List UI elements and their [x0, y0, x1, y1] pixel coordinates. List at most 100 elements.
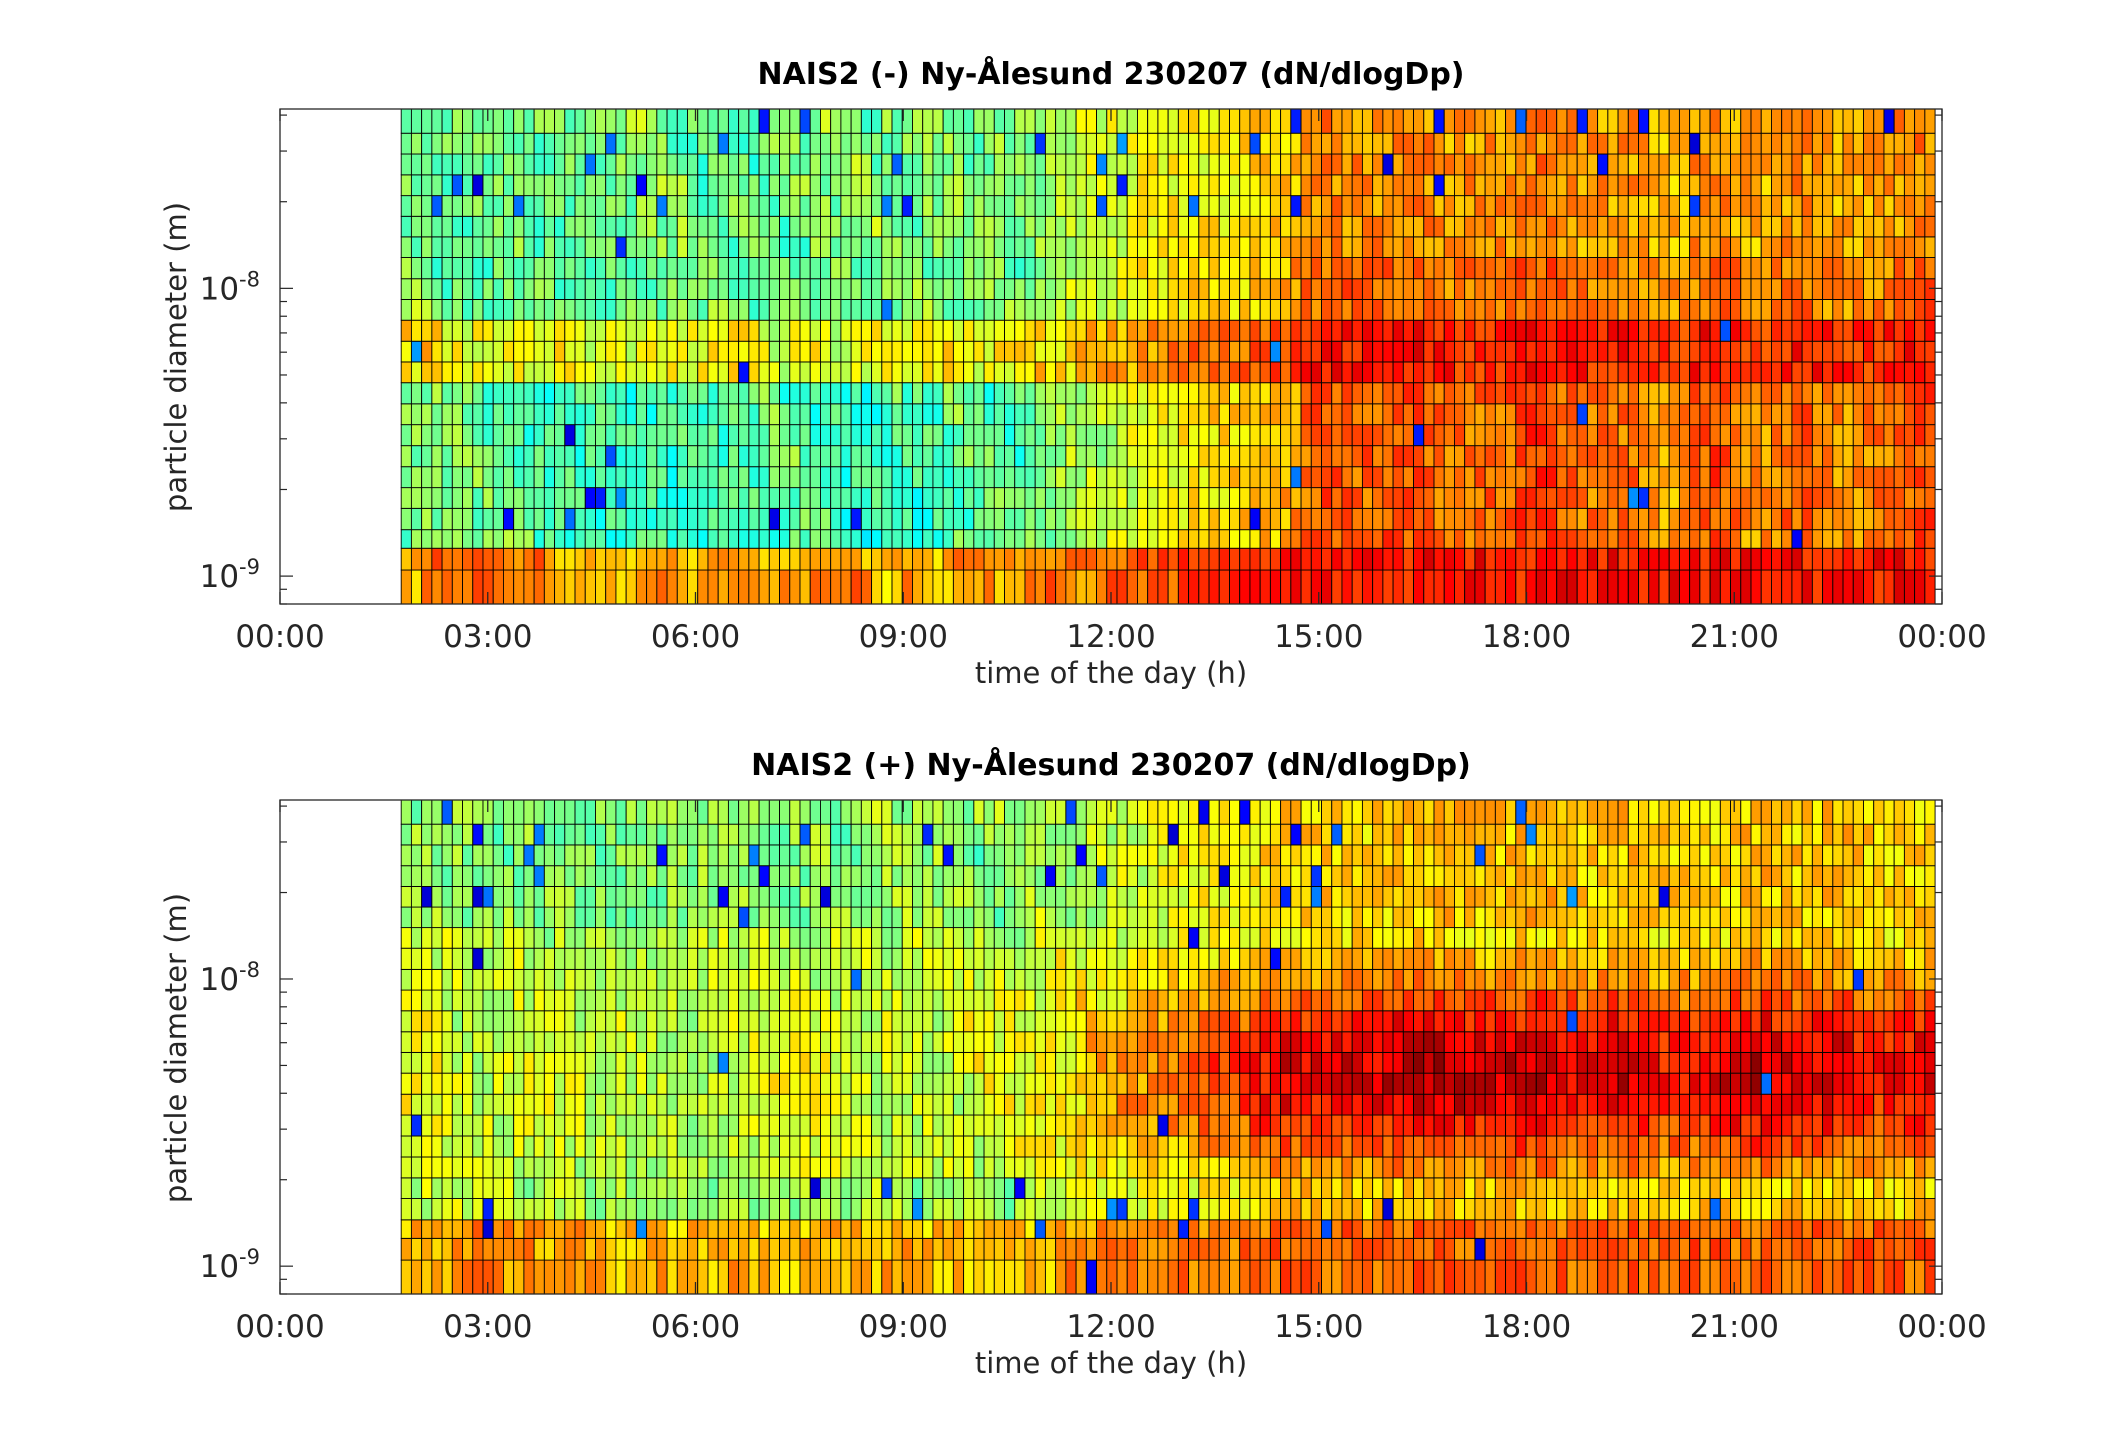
heatmap-cell: [1024, 823, 1036, 846]
heatmap-cell: [666, 466, 678, 489]
heatmap-cell: [410, 1177, 423, 1199]
heatmap-cell: [799, 445, 811, 468]
heatmap-cell: [963, 1156, 975, 1179]
heatmap-cell: [973, 799, 985, 825]
heatmap-cell: [462, 1135, 474, 1158]
heatmap-cell: [1852, 340, 1864, 363]
heatmap-cell: [1678, 236, 1691, 258]
heatmap-cell: [1607, 174, 1619, 197]
heatmap-cell: [666, 340, 678, 363]
heatmap-cell: [1730, 424, 1742, 447]
heatmap-cell: [687, 153, 699, 176]
heatmap-cell: [1454, 299, 1466, 321]
heatmap-cell: [605, 1051, 617, 1074]
heatmap-cell: [1730, 507, 1742, 531]
heatmap-cell: [1443, 361, 1455, 384]
heatmap-cell: [850, 927, 862, 949]
heatmap-cell: [738, 299, 750, 321]
heatmap-cell: [1085, 340, 1097, 363]
heatmap-cell: [1423, 507, 1435, 531]
heatmap-cell: [1269, 361, 1282, 384]
heatmap-cell: [1014, 865, 1026, 887]
heatmap-cell: [615, 823, 627, 846]
heatmap-cell: [942, 1072, 954, 1095]
heatmap-cell: [1290, 153, 1302, 176]
heatmap-cell: [738, 361, 750, 384]
heatmap-cell: [1280, 466, 1292, 489]
heatmap-cell: [1423, 132, 1435, 155]
heatmap-cell: [564, 466, 576, 489]
heatmap-cell: [605, 823, 617, 846]
heatmap-cell: [564, 844, 576, 867]
heatmap-cell: [533, 1010, 545, 1033]
heatmap-cell: [1136, 299, 1149, 321]
heatmap-cell: [400, 529, 412, 549]
heatmap-cell: [615, 1093, 627, 1116]
heatmap-cell: [993, 445, 1005, 468]
heatmap-cell: [881, 1010, 893, 1033]
heatmap-cell: [789, 299, 801, 321]
heatmap-cell: [1535, 132, 1547, 155]
heatmap-cell: [1044, 569, 1057, 605]
heatmap-cell: [492, 1219, 504, 1239]
heatmap-cell: [1024, 865, 1036, 887]
heatmap-cell: [932, 1072, 944, 1095]
heatmap-cell: [1300, 340, 1312, 363]
heatmap-cell: [1014, 507, 1026, 531]
heatmap-cell: [871, 823, 883, 846]
heatmap-cell: [1239, 445, 1251, 468]
heatmap-cell: [1699, 445, 1711, 468]
heatmap-cell: [1546, 445, 1558, 468]
heatmap-cell: [1781, 257, 1793, 280]
heatmap-cell: [492, 215, 504, 238]
heatmap-cell: [809, 1031, 821, 1053]
heatmap-cell: [799, 569, 811, 605]
heatmap-cell: [1617, 340, 1629, 363]
heatmap-cell: [1914, 132, 1926, 155]
heatmap-cell: [666, 947, 678, 970]
heatmap-cell: [400, 1093, 412, 1116]
heatmap-cell: [1024, 361, 1036, 384]
heatmap-cell: [666, 174, 678, 197]
heatmap-cell: [1760, 174, 1772, 197]
heatmap-cell: [799, 927, 811, 949]
heatmap-cell: [1454, 487, 1466, 509]
heatmap-cell: [1607, 236, 1619, 258]
heatmap-cell: [1750, 299, 1762, 321]
heatmap-cell: [1024, 1156, 1036, 1179]
heatmap-cell: [676, 844, 688, 867]
heatmap-cell: [932, 466, 944, 489]
heatmap-cell: [860, 1259, 873, 1295]
heatmap-cell: [891, 865, 903, 887]
x-axis-label: time of the day (h): [975, 656, 1247, 690]
heatmap-cell: [533, 403, 545, 426]
heatmap-cell: [779, 1072, 791, 1095]
heatmap-cell: [595, 1135, 607, 1158]
heatmap-cell: [1351, 215, 1363, 238]
heatmap-cell: [1402, 195, 1415, 217]
heatmap-cell: [1116, 382, 1128, 405]
heatmap-cell: [574, 174, 586, 197]
heatmap-cell: [1740, 445, 1752, 468]
heatmap-cell: [1750, 319, 1762, 342]
heatmap-cell: [503, 906, 515, 929]
heatmap-cell: [523, 844, 535, 867]
heatmap-cell: [1852, 466, 1864, 489]
heatmap-cell: [1903, 529, 1916, 549]
heatmap-cell: [1402, 215, 1415, 238]
heatmap-cell: [1668, 547, 1680, 571]
heatmap-cell: [1034, 1072, 1046, 1095]
heatmap-cell: [1678, 174, 1691, 197]
heatmap-cell: [492, 947, 504, 970]
heatmap-cell: [901, 153, 913, 176]
heatmap-cell: [656, 215, 668, 238]
heatmap-cell: [1535, 466, 1547, 489]
heatmap-cell: [431, 989, 443, 1012]
heatmap-cell: [625, 1135, 637, 1158]
heatmap-cell: [400, 424, 412, 447]
heatmap-cell: [1014, 927, 1026, 949]
heatmap-cell: [410, 507, 423, 531]
heatmap-cell: [779, 1237, 791, 1261]
heatmap-cell: [533, 108, 545, 134]
heatmap-cell: [1157, 382, 1169, 405]
